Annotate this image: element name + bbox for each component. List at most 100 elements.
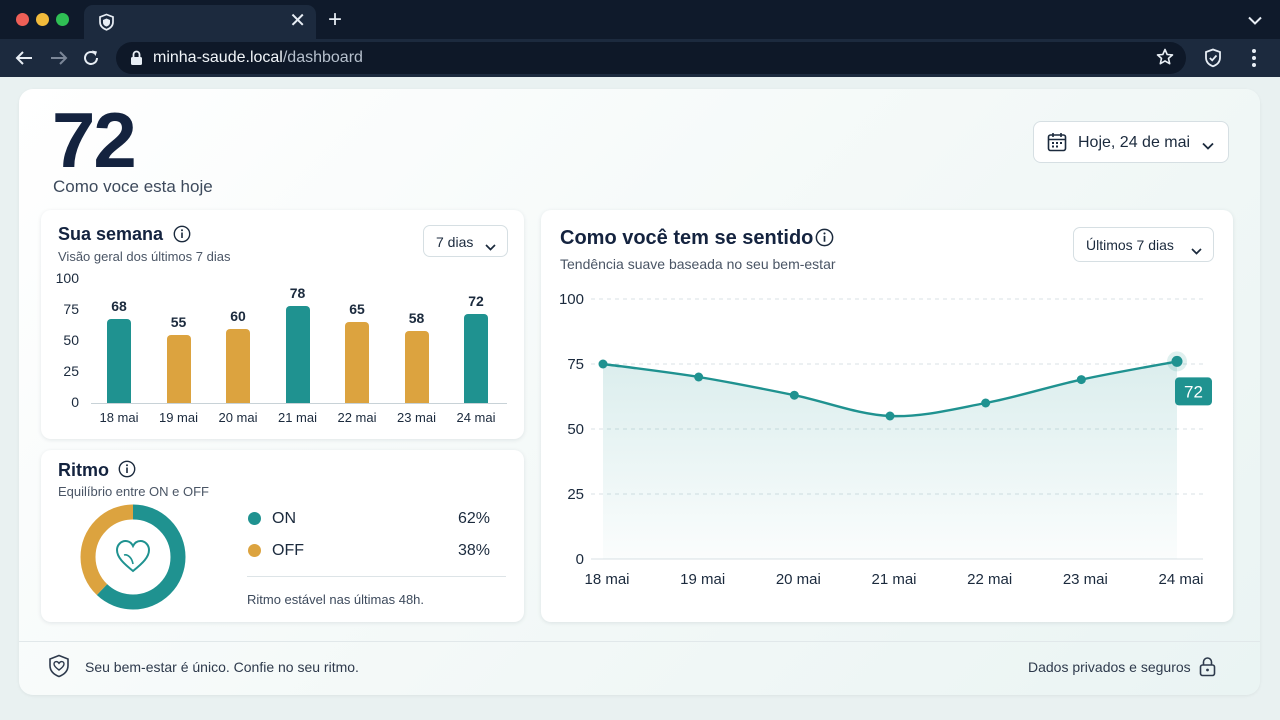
legend-off-label: OFF bbox=[272, 542, 304, 559]
browser-tab[interactable]: ✕ bbox=[84, 5, 316, 39]
heart-icon bbox=[114, 538, 152, 581]
url-host: minha-saude.local bbox=[153, 49, 283, 66]
rhythm-card: Ritmo Equilíbrio entre ON e OFF ON 62% O… bbox=[41, 450, 524, 622]
info-icon[interactable] bbox=[173, 225, 191, 248]
legend-off-dot bbox=[248, 544, 261, 557]
chevron-down-icon[interactable] bbox=[1248, 12, 1262, 30]
donut-slice-off[interactable] bbox=[80, 504, 186, 610]
chevron-down-icon bbox=[1202, 137, 1214, 155]
x-tick-label: 22 mai bbox=[967, 571, 1012, 588]
browser-toolbar: minha-saude.local/dashboard bbox=[0, 39, 1280, 77]
y-tick-label: 50 bbox=[567, 421, 584, 438]
forward-arrow-icon[interactable] bbox=[48, 47, 70, 69]
back-arrow-icon[interactable] bbox=[13, 47, 35, 69]
y-tick-label: 100 bbox=[559, 291, 584, 308]
info-icon[interactable] bbox=[815, 228, 834, 252]
address-bar[interactable]: minha-saude.local/dashboard bbox=[116, 42, 1186, 74]
calendar-icon bbox=[1047, 132, 1067, 157]
x-tick-label: 19 mai bbox=[680, 571, 725, 588]
value-badge-bg bbox=[1175, 377, 1212, 406]
feeling-card: Como você tem se sentido Tendência suave… bbox=[541, 210, 1233, 622]
x-tick-label: 23 mai bbox=[1063, 571, 1108, 588]
browser-chrome: ✕ + minha-saude.local/dashboard bbox=[0, 0, 1280, 77]
week-range-label: 7 dias bbox=[436, 234, 474, 250]
bar-23-mai[interactable] bbox=[404, 331, 429, 403]
x-tick-label: 21 mai bbox=[871, 571, 916, 588]
date-picker-label: Hoje, 24 de mai bbox=[1078, 134, 1191, 151]
bar-20-mai[interactable] bbox=[226, 328, 250, 403]
chevron-down-icon bbox=[1191, 242, 1202, 260]
legend-on-percent: 62% bbox=[457, 510, 490, 527]
x-tick-label: 20 mai bbox=[218, 410, 258, 425]
reload-icon[interactable] bbox=[80, 47, 102, 69]
rhythm-note: Ritmo estável nas últimas 48h. bbox=[247, 592, 425, 607]
date-picker[interactable]: Hoje, 24 de mai bbox=[1033, 121, 1229, 163]
data-point[interactable] bbox=[694, 372, 704, 382]
bar-21-mai[interactable] bbox=[285, 306, 310, 403]
bookmark-star-icon[interactable] bbox=[1156, 48, 1174, 71]
data-point[interactable] bbox=[885, 411, 895, 421]
y-tick-label: 25 bbox=[63, 363, 79, 379]
privacy-label: Dados privados e seguros bbox=[1028, 659, 1191, 675]
feeling-range-dropdown[interactable]: Últimos 7 dias bbox=[1073, 227, 1214, 262]
x-tick-label: 23 mai bbox=[396, 410, 437, 425]
chevron-down-icon bbox=[485, 238, 496, 256]
url-text: minha-saude.local/dashboard bbox=[153, 49, 363, 67]
legend-off-percent: 38% bbox=[457, 542, 490, 559]
x-tick-label: 22 mai bbox=[337, 410, 377, 425]
tab-bar: ✕ + bbox=[0, 0, 1280, 39]
data-point[interactable] bbox=[789, 390, 799, 400]
x-tick-label: 19 mai bbox=[158, 410, 199, 425]
y-tick-label: 25 bbox=[567, 486, 584, 503]
legend-on-label: ON bbox=[272, 510, 296, 527]
window-minimize-dot[interactable] bbox=[36, 13, 49, 26]
bar-value-label: 78 bbox=[289, 285, 306, 302]
bar-18-mai[interactable] bbox=[107, 318, 131, 403]
rhythm-donut-chart bbox=[80, 504, 186, 610]
lock-icon bbox=[1199, 656, 1216, 682]
x-tick-label: 18 mai bbox=[584, 571, 629, 588]
window-close-dot[interactable] bbox=[16, 13, 29, 26]
rhythm-subtitle: Equilíbrio entre ON e OFF bbox=[58, 484, 209, 499]
new-tab-icon[interactable]: + bbox=[328, 6, 343, 33]
data-point[interactable] bbox=[598, 359, 608, 369]
x-axis-line bbox=[91, 403, 507, 404]
data-point[interactable] bbox=[1076, 375, 1086, 385]
data-point[interactable] bbox=[981, 398, 991, 408]
today-score: 72 bbox=[52, 96, 137, 184]
close-tab-icon[interactable]: ✕ bbox=[289, 10, 306, 32]
bar-value-label: 58 bbox=[408, 310, 425, 327]
more-menu-icon[interactable] bbox=[1252, 49, 1256, 72]
week-subtitle: Visão geral dos últimos 7 dias bbox=[58, 249, 231, 264]
extension-shield-icon[interactable] bbox=[1204, 48, 1222, 73]
rhythm-title: Ritmo bbox=[58, 460, 109, 480]
shield-icon bbox=[98, 13, 115, 36]
bar-value-label: 60 bbox=[230, 307, 246, 324]
area-fill bbox=[603, 361, 1177, 559]
feeling-subtitle: Tendência suave baseada no seu bem-estar bbox=[560, 256, 836, 272]
data-point[interactable] bbox=[1171, 355, 1183, 367]
feeling-title: Como você tem se sentido bbox=[560, 227, 814, 249]
x-tick-label: 20 mai bbox=[776, 571, 821, 588]
value-badge-label: 72 bbox=[1184, 382, 1203, 401]
bar-22-mai[interactable] bbox=[345, 322, 369, 403]
week-range-dropdown[interactable]: 7 dias bbox=[423, 225, 508, 257]
y-tick-label: 50 bbox=[63, 332, 79, 348]
bar-value-label: 68 bbox=[111, 297, 127, 314]
today-score-caption: Como voce esta hoje bbox=[53, 177, 213, 196]
x-tick-label: 18 mai bbox=[99, 410, 139, 425]
url-path: /dashboard bbox=[282, 49, 363, 66]
y-tick-label: 75 bbox=[567, 356, 584, 373]
window-maximize-dot[interactable] bbox=[56, 13, 69, 26]
info-icon[interactable] bbox=[118, 460, 136, 483]
bar-19-mai[interactable] bbox=[166, 334, 191, 403]
lock-icon bbox=[130, 50, 143, 71]
y-tick-label: 100 bbox=[55, 270, 79, 286]
bar-value-label: 72 bbox=[468, 292, 484, 309]
week-title: Sua semana bbox=[58, 224, 164, 244]
value-badge: 72 bbox=[1175, 377, 1212, 406]
x-tick-label: 24 mai bbox=[1158, 571, 1203, 588]
shield-heart-icon bbox=[48, 654, 70, 683]
bar-value-label: 65 bbox=[349, 301, 365, 318]
bar-24-mai[interactable] bbox=[464, 313, 488, 403]
